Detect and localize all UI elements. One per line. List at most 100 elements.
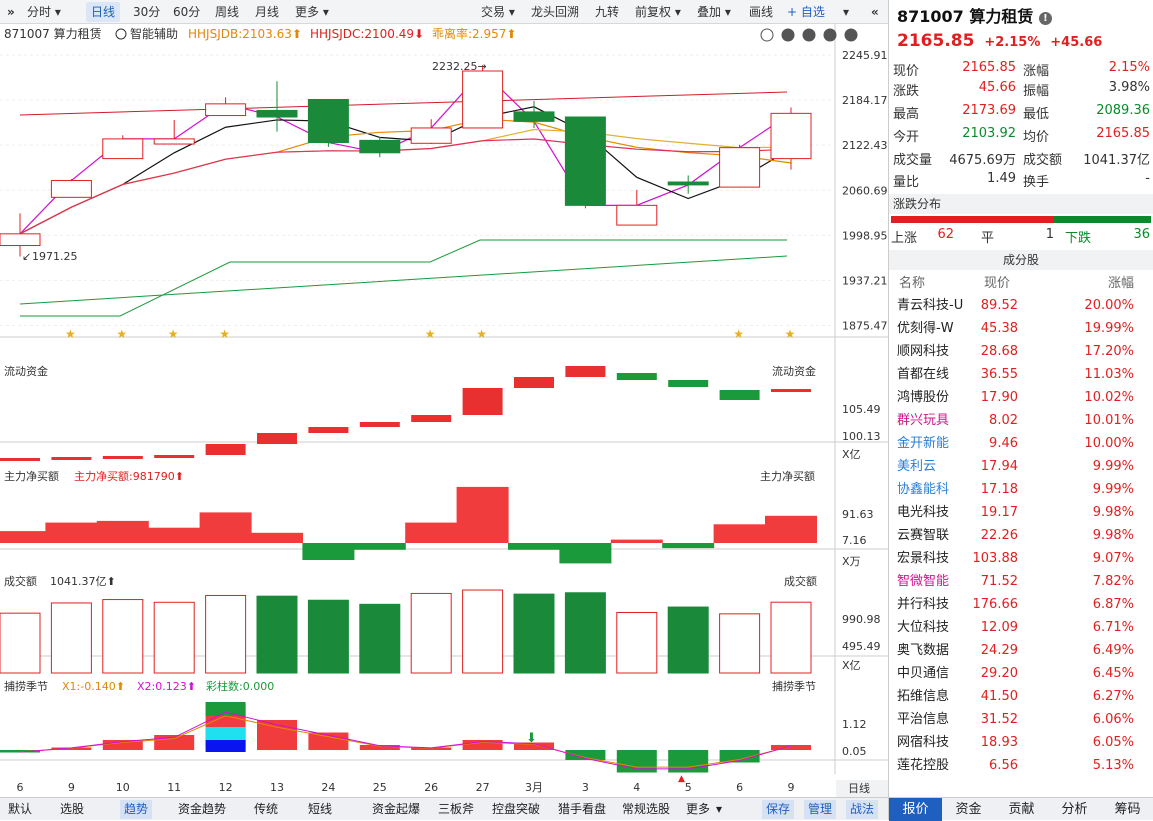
cons-name: 网宿科技 [897, 735, 950, 750]
cons-row[interactable]: 协鑫能科 17.18 9.99% [889, 478, 1153, 501]
cons-row[interactable]: 奥飞数据 24.29 6.49% [889, 639, 1153, 662]
cons-row[interactable]: 大位科技 12.09 6.71% [889, 616, 1153, 639]
quote-value: 2089.36 [1096, 103, 1150, 118]
cons-price: 18.93 [980, 735, 1018, 750]
annotation-high: 2232.25→ [432, 60, 487, 73]
net-panel-right-title: 主力净买额 [760, 469, 815, 483]
quote-tab-4[interactable]: 筹码 [1114, 802, 1141, 817]
cons-row[interactable]: 平治信息 31.52 6.06% [889, 708, 1153, 731]
signal-star-icon: ★ [65, 327, 76, 341]
toolbar-tab-5[interactable]: 月线 [255, 5, 280, 19]
strategy-tab-7[interactable]: 三板斧 [438, 802, 475, 816]
cons-row[interactable]: 顺网科技 28.68 17.20% [889, 340, 1153, 363]
toolbar-action-3[interactable]: 前复权 ▾ [635, 5, 681, 19]
cons-row[interactable]: 中贝通信 29.20 6.45% [889, 662, 1153, 685]
cons-name: 莲花控股 [897, 758, 950, 773]
cons-row[interactable]: 云赛智联 22.26 9.98% [889, 524, 1153, 547]
strategy-tab-6[interactable]: 资金起爆 [372, 802, 421, 816]
quote-tab-2[interactable]: 贡献 [1008, 802, 1035, 817]
cons-row[interactable]: 金开新能 9.46 10.00% [889, 432, 1153, 455]
candle-body [770, 112, 812, 160]
quote-panel: 871007 算力租赁 ! 2165.85 +2.15% +45.66 现价 涨幅… [888, 0, 1153, 821]
strategy-tab-11[interactable]: 更多 [686, 802, 711, 816]
strategy-tab-2[interactable]: 趋势 [120, 800, 153, 819]
quote-tab-3[interactable]: 分析 [1061, 802, 1088, 817]
bottom-action-0[interactable]: 保存 [762, 800, 795, 819]
stock-label: 871007 算力租赁 [4, 26, 102, 41]
toolbar-tab-4[interactable]: 周线 [215, 5, 240, 19]
cons-price: 89.52 [980, 298, 1018, 313]
strategy-tab-9[interactable]: 猎手看盘 [558, 802, 607, 816]
candle-body [616, 204, 658, 226]
season-panel-title: 捕捞季节 [4, 679, 48, 693]
x-tick-label: 4 [633, 781, 640, 794]
flow-bar [154, 455, 195, 458]
cons-pct: 10.01% [1084, 413, 1134, 428]
signal-star-icon: ★ [785, 327, 796, 341]
quote-tab-0[interactable]: 报价 [889, 798, 942, 821]
toolbar-action-4[interactable]: 叠加 ▾ [697, 5, 731, 19]
cons-row[interactable]: 首都在线 36.55 11.03% [889, 363, 1153, 386]
toolbar-action-1[interactable]: 龙头回溯 [531, 5, 580, 19]
y-tick-label: 2122.43 [842, 139, 888, 152]
toolbar-tab-6[interactable]: 更多 ▾ [295, 5, 329, 19]
flow-bar [0, 458, 40, 461]
turnover-bar [564, 592, 606, 674]
turnover-bar [359, 603, 401, 674]
bottom-action-1[interactable]: 管理 [804, 800, 837, 819]
net-buy-bar [508, 543, 560, 550]
strategy-tab-5[interactable]: 短线 [308, 802, 333, 816]
toolbar-tab-active-1[interactable]: 日线 [86, 2, 121, 22]
toolbar-action-0[interactable]: 交易 ▾ [481, 5, 515, 19]
strategy-tab-4[interactable]: 传统 [254, 802, 279, 816]
cons-name: 智微智能 [897, 574, 950, 589]
cons-row[interactable]: 优刻得-W 45.38 19.99% [889, 317, 1153, 340]
turnover-bar [256, 595, 298, 674]
chart-area: » 分时 ▾ 日线 30分 60分 周线 月线 更多 ▾ 交易 ▾ 龙头回溯 九转 前复权 ▾ 叠加… [0, 0, 888, 820]
double-chevron-left-icon[interactable]: « [871, 5, 879, 19]
cons-price: 36.55 [980, 367, 1018, 382]
quote-value: 1.49 [987, 171, 1016, 186]
toolbar-action-5[interactable]: 画线 [749, 5, 774, 19]
double-chevron-right-icon[interactable]: » [7, 5, 15, 19]
cons-row[interactable]: 并行科技 176.66 6.87% [889, 593, 1153, 616]
current-price: 2165.85 [897, 31, 975, 51]
cons-row[interactable]: 智微智能 71.52 7.82% [889, 570, 1153, 593]
bottom-action-2[interactable]: 战法 [846, 800, 879, 819]
turnover-bar [153, 601, 195, 674]
info-icon[interactable]: ! [1038, 12, 1052, 25]
chevron-down-icon[interactable]: ▾ [843, 5, 850, 19]
strategy-tab-8[interactable]: 控盘突破 [492, 802, 541, 816]
cons-row[interactable]: 鸿博股份 17.90 10.02% [889, 386, 1153, 409]
toolbar-action-6[interactable]: + 自选 [787, 5, 825, 19]
flow-panel-title: 流动资金 [4, 364, 48, 378]
cons-name: 优刻得-W [897, 321, 954, 336]
strategy-tab-10[interactable]: 常规选股 [622, 802, 671, 816]
cons-row[interactable]: 莲花控股 6.56 5.13% [889, 754, 1153, 777]
candle-body [564, 116, 606, 206]
strategy-tab-0[interactable]: 默认 [8, 802, 33, 816]
toolbar-tab-3[interactable]: 60分 [173, 5, 201, 19]
annotation-low: 1971.25 [32, 250, 78, 263]
cons-pct: 6.27% [1092, 689, 1134, 704]
toolbar-action-2[interactable]: 九转 [595, 5, 620, 19]
cons-row[interactable]: 电光科技 19.17 9.98% [889, 501, 1153, 524]
cons-row[interactable]: 网宿科技 18.93 6.05% [889, 731, 1153, 754]
toolbar-tab-2[interactable]: 30分 [133, 5, 161, 19]
cons-row[interactable]: 美利云 17.94 9.99% [889, 455, 1153, 478]
quote-tab-1[interactable]: 资金 [955, 802, 982, 817]
quote-value: - [1145, 171, 1150, 186]
cons-row[interactable]: 青云科技-U 89.52 20.00% [889, 294, 1153, 317]
chevron-down-icon[interactable]: ▾ [716, 802, 723, 816]
season-x2: X2:0.123⬆ [137, 680, 196, 693]
cons-name: 协鑫能科 [897, 482, 950, 497]
toolbar-tab-0[interactable]: 分时 ▾ [27, 5, 61, 19]
cons-row[interactable]: 群兴玩具 8.02 10.01% [889, 409, 1153, 432]
cons-price: 28.68 [980, 344, 1018, 359]
strategy-tab-1[interactable]: 选股 [60, 802, 85, 816]
cons-pct: 6.45% [1092, 666, 1134, 681]
cons-row[interactable]: 拓维信息 41.50 6.27% [889, 685, 1153, 708]
strategy-tab-3[interactable]: 资金趋势 [178, 802, 227, 816]
kline-chart[interactable]: 2245.91 2184.17 2122.43 2060.69 1998.95 1937.… [0, 24, 888, 797]
cons-row[interactable]: 宏景科技 103.88 9.07% [889, 547, 1153, 570]
